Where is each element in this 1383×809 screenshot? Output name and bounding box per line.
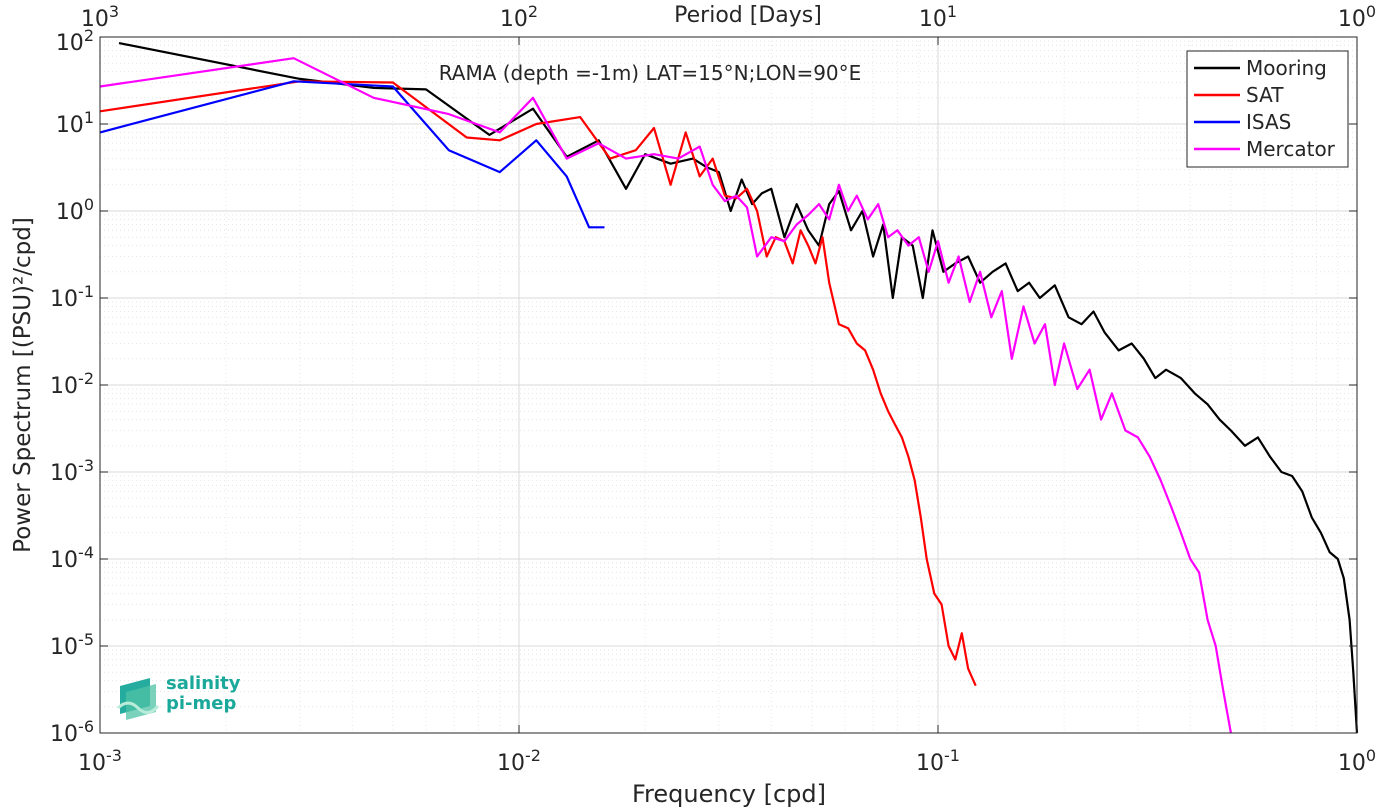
series-layer (99, 42, 1359, 734)
left-axis: 10-6 10-5 10-4 10-3 10-2 10-1 100 101 102 (50, 26, 1357, 747)
salinity-pi-mep-logo: salinity pi-mep (116, 672, 246, 724)
y-tick-label: 10-4 (50, 543, 94, 573)
y-tick-label: 10-1 (50, 282, 94, 312)
wave-icon (116, 678, 160, 720)
legend-label: Mooring (1246, 56, 1327, 80)
x-axis-label: Frequency [cpd] (632, 780, 826, 808)
top-axis-label: Period [Days] (674, 3, 822, 28)
y-tick-label: 100 (56, 195, 94, 225)
y-axis-label: Power Spectrum [(PSU)²/cpd] (10, 217, 36, 553)
legend-box (1186, 50, 1349, 168)
top-tick-label: 100 (1338, 2, 1376, 32)
y-tick-label: 10-3 (50, 456, 94, 486)
top-tick-label: 101 (919, 2, 957, 32)
logo-text: salinity pi-mep (166, 674, 241, 714)
y-tick-label: 10-2 (50, 369, 94, 399)
series-line-mercator (99, 57, 1232, 734)
top-tick-label: 103 (81, 2, 119, 32)
top-axis: 103 102 101 100 (81, 2, 1376, 32)
logo-line2: pi-mep (166, 693, 237, 714)
x-tick-label: 10-3 (78, 746, 122, 776)
logo-line1: salinity (166, 673, 241, 694)
bottom-axis: 10-3 10-2 10-1 100 (78, 37, 1376, 776)
series-line-mooring (118, 42, 1359, 734)
chart-title: RAMA (depth =-1m) LAT=15°N;LON=90°E (439, 61, 862, 85)
y-tick-label: 10-5 (50, 630, 94, 660)
top-tick-label: 102 (500, 2, 538, 32)
legend-label: SAT (1246, 83, 1284, 107)
legend-label: Mercator (1246, 137, 1336, 161)
series-line-isas (99, 80, 605, 229)
x-tick-label: 10-1 (916, 746, 960, 776)
x-tick-label: 100 (1338, 746, 1376, 776)
legend: Mooring SAT ISAS Mercator (1186, 50, 1349, 168)
y-tick-label: 102 (56, 26, 94, 56)
legend-label: ISAS (1246, 110, 1291, 134)
y-tick-label: 10-6 (50, 717, 94, 747)
y-tick-label: 101 (56, 108, 94, 138)
x-tick-label: 10-2 (497, 746, 541, 776)
series-line-sat (99, 80, 977, 687)
